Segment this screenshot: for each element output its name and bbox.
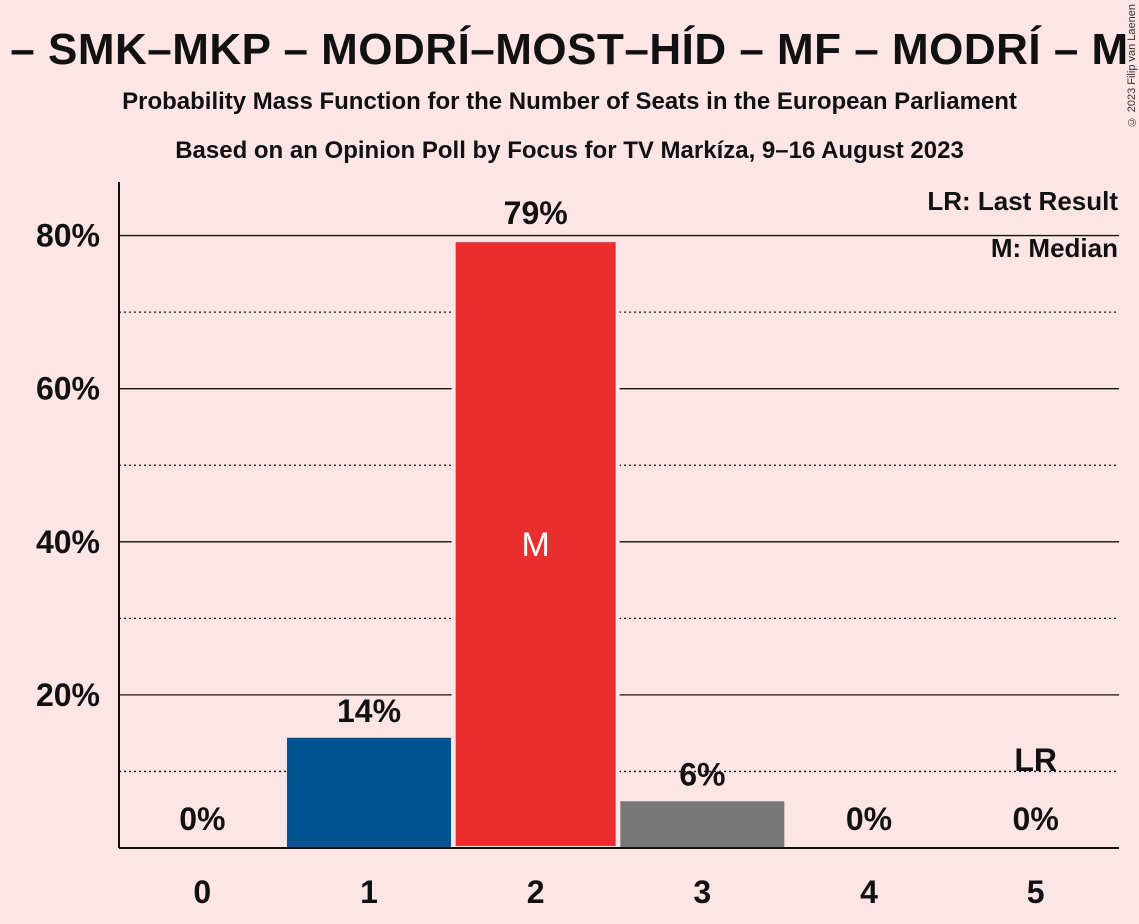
median-marker: M bbox=[522, 526, 550, 564]
bar-seats-3 bbox=[620, 801, 785, 848]
data-label: 14% bbox=[337, 693, 401, 729]
chart-subtitle: Probability Mass Function for the Number… bbox=[122, 88, 1017, 115]
x-tick-label: 1 bbox=[360, 874, 378, 910]
data-label: 0% bbox=[846, 801, 892, 837]
bar-seats-1 bbox=[287, 737, 451, 848]
y-tick-label: 60% bbox=[36, 371, 100, 407]
y-tick-label: 40% bbox=[36, 524, 100, 560]
y-tick-label: 80% bbox=[36, 218, 100, 254]
x-tick-label: 5 bbox=[1027, 874, 1045, 910]
bar-seats-2 bbox=[451, 238, 620, 850]
data-labels: 0% 0 14% 1 79% 2 6% 3 0% 4 0% 5 M LR bbox=[179, 195, 1059, 910]
last-result-marker: LR bbox=[1014, 742, 1057, 778]
data-label: 79% bbox=[504, 195, 568, 231]
x-tick-label: 2 bbox=[527, 874, 545, 910]
legend-entry: LR: Last Result bbox=[927, 186, 1118, 216]
x-tick-label: 4 bbox=[860, 874, 878, 910]
bars bbox=[287, 238, 785, 850]
axes bbox=[118, 182, 1119, 849]
legend-entry: M: Median bbox=[991, 233, 1118, 263]
x-tick-label: 0 bbox=[193, 874, 211, 910]
data-label: 0% bbox=[1013, 801, 1059, 837]
chart-title: – SMK–MKP – MODRÍ–MOST–HÍD – MF – MODRÍ … bbox=[10, 25, 1129, 74]
data-label: 6% bbox=[679, 756, 725, 792]
y-tick-label: 20% bbox=[36, 677, 100, 713]
data-label: 0% bbox=[179, 801, 225, 837]
x-tick-label: 3 bbox=[693, 874, 711, 910]
legend: LR: Last Result M: Median bbox=[927, 186, 1118, 263]
chart-subtitle-poll: Based on an Opinion Poll by Focus for TV… bbox=[175, 137, 964, 164]
